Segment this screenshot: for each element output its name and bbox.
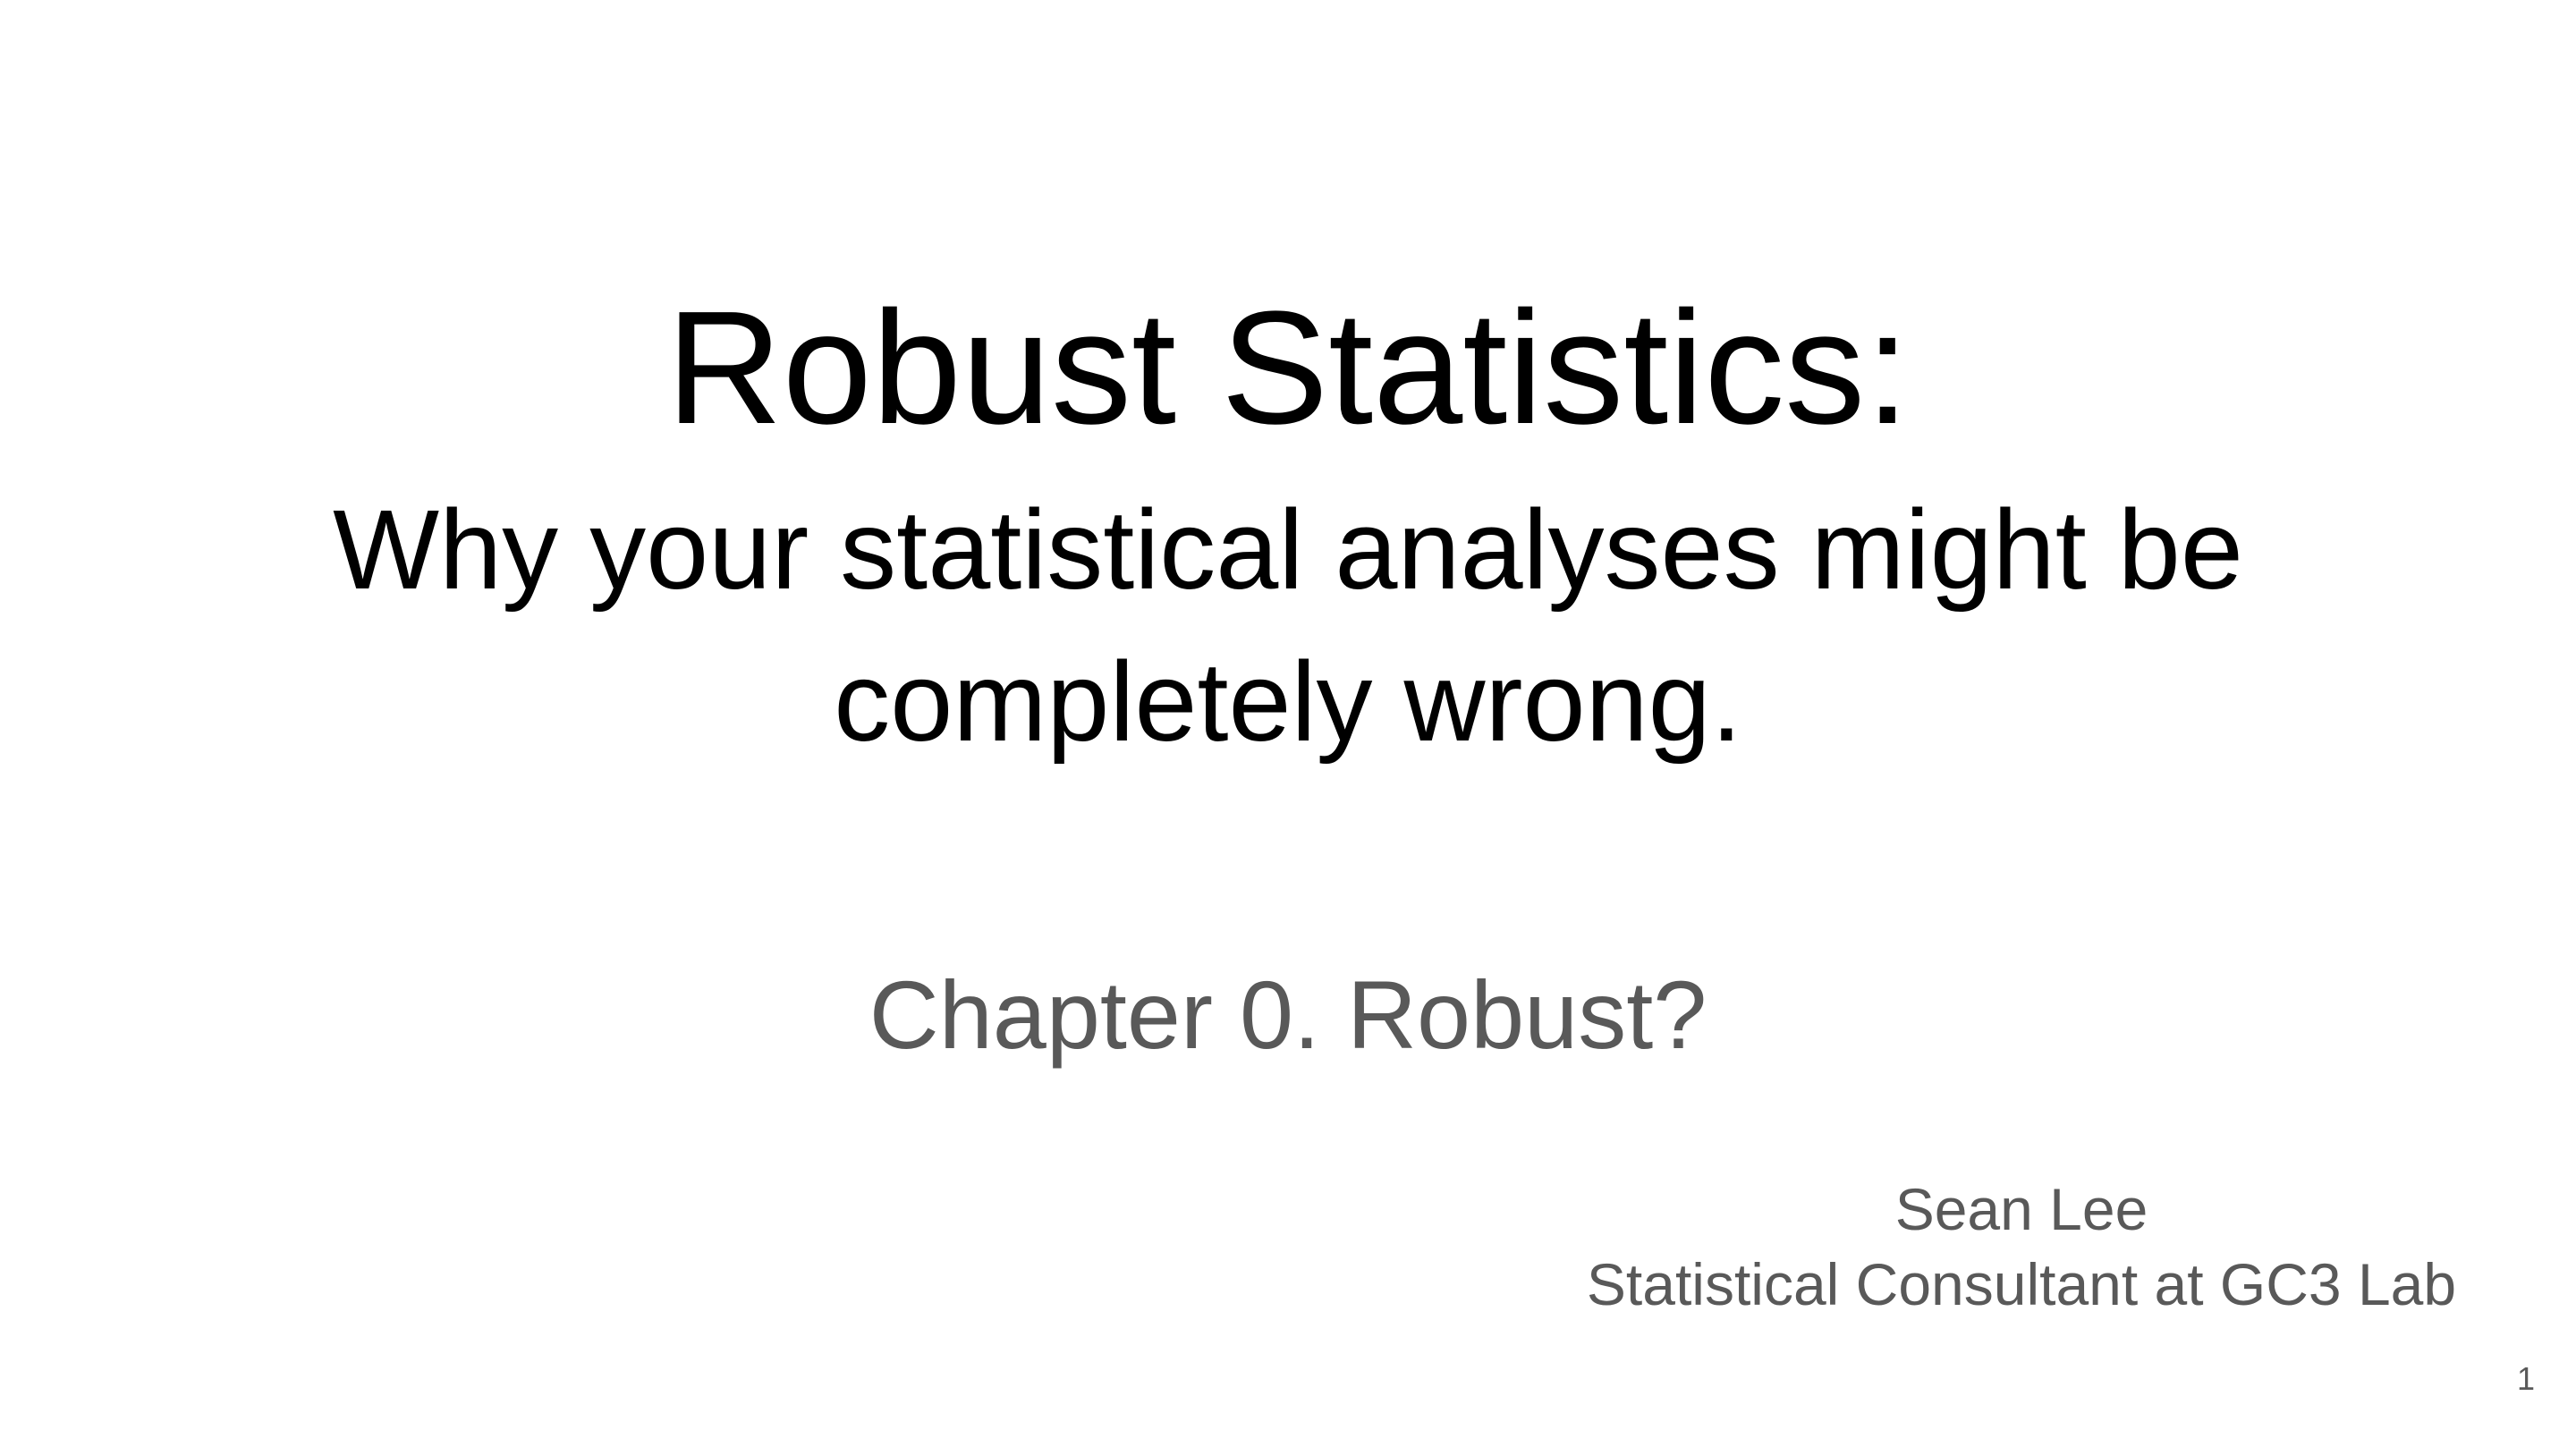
- author-name: Sean Lee: [1894, 1176, 2148, 1242]
- page-number: 1: [2516, 1360, 2535, 1397]
- author-block: Sean Lee Statistical Consultant at GC3 L…: [1556, 1172, 2487, 1322]
- slide-subtitle-line-1: Why your statistical analyses might be: [333, 487, 2243, 613]
- author-role: Statistical Consultant at GC3 Lab: [1586, 1251, 2457, 1317]
- chapter-heading: Chapter 0. Robust?: [869, 960, 1707, 1069]
- slide-subtitle-line-2: completely wrong.: [834, 639, 1742, 765]
- slide-title: Robust Statistics:: [665, 278, 1911, 458]
